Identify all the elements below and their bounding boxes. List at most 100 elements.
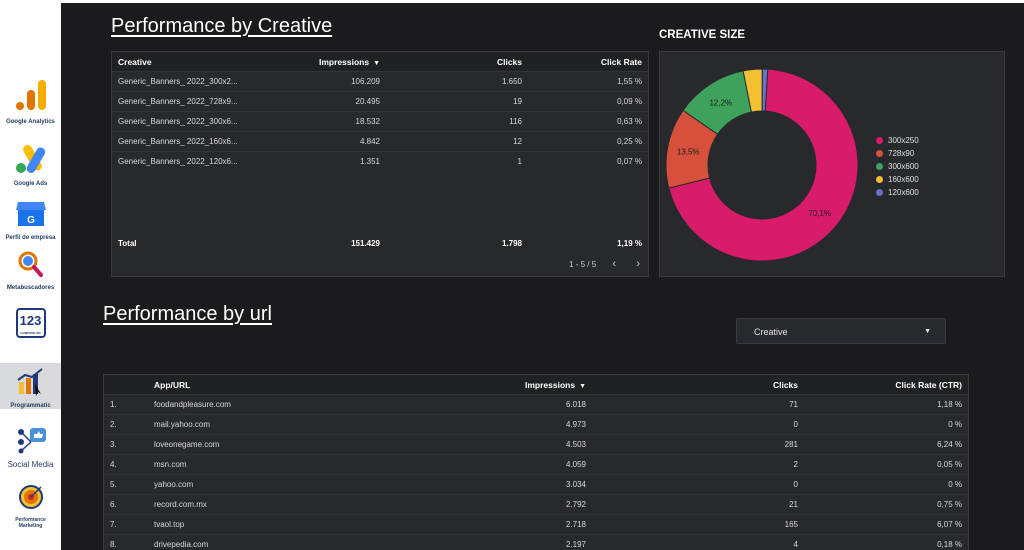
table-row[interactable]: Generic_Banners_ 2022_300x2... 106.209 1… — [112, 71, 648, 92]
legend-swatch — [876, 163, 883, 171]
url-cell: msn.com — [148, 454, 380, 475]
legend-item[interactable]: 300x250 — [876, 134, 919, 147]
impressions-cell: 18.532 — [274, 111, 386, 132]
table-row[interactable]: Generic_Banners_ 2022_728x9... 20.495 19… — [112, 91, 648, 112]
column-header-ctr[interactable]: Click Rate (CTR) — [804, 375, 968, 395]
dropdown-caret-icon: ▼ — [924, 328, 931, 335]
table-row[interactable]: 2. mail.yahoo.com 4.973 0 0 % — [104, 414, 968, 435]
table-total-row: Total 151.429 1.798 1,19 % — [112, 234, 648, 253]
sidebar-item-label: Programmatic — [10, 403, 51, 409]
table-row[interactable]: 6. record.com.mx 2.792 21 0,75 % — [104, 494, 968, 515]
creative-size-title: CREATIVE SIZE — [659, 29, 746, 41]
clicks-cell: 4 — [592, 534, 804, 550]
column-header-clicks[interactable]: Clicks — [592, 375, 804, 395]
sidebar-item-social-media[interactable]: Social Media — [0, 426, 61, 469]
next-page-icon[interactable]: › — [636, 258, 640, 270]
sort-desc-icon[interactable]: ▼ — [579, 382, 586, 390]
click-rate-cell: 0,07 % — [528, 151, 648, 171]
click-rate-cell: 0,25 % — [528, 131, 648, 152]
impressions-cell: 4.842 — [274, 131, 386, 152]
column-header-url[interactable]: App/URL — [148, 375, 380, 395]
url-table: App/URL Impressions ▼ Clicks Click Rate (… — [103, 374, 969, 550]
pager-label: 1 - 5 / 5 — [569, 260, 597, 269]
index-cell: 8. — [104, 534, 148, 550]
sidebar-item-metabuscadores[interactable]: Metabuscadores — [0, 250, 61, 291]
creative-cell: Generic_Banners_ 2022_300x6... — [112, 111, 274, 132]
svg-text:G: G — [27, 215, 35, 226]
impressions-cell: 2.792 — [380, 494, 592, 515]
clicks-cell: 0 — [592, 414, 804, 435]
index-cell: 5. — [104, 474, 148, 495]
sort-desc-icon[interactable]: ▼ — [373, 59, 380, 67]
url-cell: tvaol.top — [148, 514, 380, 535]
sidebar-item-perfil-de-empresa[interactable]: G Perfil de empresa — [0, 198, 61, 241]
prev-page-icon[interactable]: ‹ — [612, 258, 617, 270]
google-ads-icon — [15, 145, 45, 173]
url-section-title: Performance by url — [103, 303, 272, 325]
clicks-cell: 1 — [386, 151, 528, 171]
sidebar-item-google-analytics[interactable]: Google Analytics — [0, 78, 61, 128]
legend-item[interactable]: 120x600 — [876, 186, 919, 199]
sidebar-item-programmatic[interactable]: Programmatic — [0, 363, 61, 409]
table-header-row: App/URL Impressions ▼ Clicks Click Rate (… — [104, 375, 968, 395]
table-row[interactable]: Generic_Banners_ 2022_160x6... 4.842 12 … — [112, 131, 648, 152]
donut-data-label: 12,2% — [709, 98, 732, 107]
legend-label: 728x90 — [888, 149, 915, 158]
table-row[interactable]: 5. yahoo.com 3.034 0 0 % — [104, 474, 968, 495]
impressions-cell: 106.209 — [274, 71, 386, 92]
column-header-impressions[interactable]: Impressions ▼ — [274, 52, 386, 72]
ctr-cell: 0 % — [804, 414, 968, 435]
creative-size-donut-chart: 70,1% 13,5% 12,2% — [665, 68, 859, 262]
legend-swatch — [876, 137, 883, 145]
column-header-creative[interactable]: Creative — [112, 52, 274, 72]
table-row[interactable]: 1. foodandpleasure.com 6.018 71 1,18 % — [104, 394, 968, 415]
total-impressions: 151.429 — [351, 239, 380, 248]
impressions-cell: 2.718 — [380, 514, 592, 535]
impressions-cell: 3.034 — [380, 474, 592, 495]
sidebar: Google Analytics Google Ads G Perfil de … — [0, 0, 61, 550]
table-row[interactable]: Generic_Banners_ 2022_120x6... 1.351 1 0… — [112, 151, 648, 171]
legend-item[interactable]: 300x600 — [876, 160, 919, 173]
creative-size-panel: 70,1% 13,5% 12,2% — [659, 51, 1005, 277]
clicks-cell: 21 — [592, 494, 804, 515]
dropdown-label: Creative — [754, 327, 788, 337]
index-cell: 6. — [104, 494, 148, 515]
ctr-cell: 6,24 % — [804, 434, 968, 455]
table-row[interactable]: 3. loveonegame.com 4.503 281 6,24 % — [104, 434, 968, 455]
creative-cell: Generic_Banners_ 2022_120x6... — [112, 151, 274, 171]
sidebar-item-label: Perfil de empresa — [5, 235, 56, 241]
column-header-click-rate[interactable]: Click Rate — [528, 52, 648, 72]
column-header-clicks[interactable]: Clicks — [386, 52, 528, 72]
url-cell: foodandpleasure.com — [148, 394, 380, 415]
social-media-icon — [17, 428, 46, 454]
clicks-cell: 1.650 — [386, 71, 528, 92]
legend-item[interactable]: 160x600 — [876, 173, 919, 186]
table-row[interactable]: 7. tvaol.top 2.718 165 6,07 % — [104, 514, 968, 535]
donut-slice-300x250[interactable] — [668, 68, 859, 262]
legend-label: 120x600 — [888, 188, 919, 197]
index-cell: 4. — [104, 454, 148, 475]
clicks-cell: 2 — [592, 454, 804, 475]
sidebar-item-compare[interactable]: 123 COMPARE.MX — [0, 308, 61, 346]
total-clicks: 1.798 — [501, 239, 522, 248]
table-row[interactable]: 4. msn.com 4.059 2 0,05 % — [104, 454, 968, 475]
legend-item[interactable]: 728x90 — [876, 147, 919, 160]
table-pager: 1 - 5 / 5 ‹ › — [569, 258, 640, 270]
ctr-cell: 0 % — [804, 474, 968, 495]
legend-label: 300x250 — [888, 136, 919, 145]
clicks-cell: 116 — [386, 111, 528, 132]
sidebar-item-performance-marketing[interactable]: Performance Marketing — [0, 484, 61, 530]
compare-logo-text: 123 — [19, 313, 42, 328]
donut-slice-120x600[interactable] — [761, 68, 769, 112]
table-header-row: Creative Impressions ▼ Clicks Click Rate — [112, 52, 648, 72]
sidebar-item-label: Social Media — [7, 460, 54, 469]
table-row[interactable]: Generic_Banners_ 2022_300x6... 18.532 11… — [112, 111, 648, 132]
total-label: Total — [118, 239, 137, 248]
table-row[interactable]: 8. drivepedia.com 2.197 4 0,18 % — [104, 534, 968, 550]
ctr-cell: 0,05 % — [804, 454, 968, 475]
url-cell: mail.yahoo.com — [148, 414, 380, 435]
ctr-cell: 0,18 % — [804, 534, 968, 550]
creative-filter-dropdown[interactable]: Creative ▼ — [736, 318, 946, 344]
column-header-impressions[interactable]: Impressions ▼ — [380, 375, 592, 395]
sidebar-item-google-ads[interactable]: Google Ads — [0, 144, 61, 187]
